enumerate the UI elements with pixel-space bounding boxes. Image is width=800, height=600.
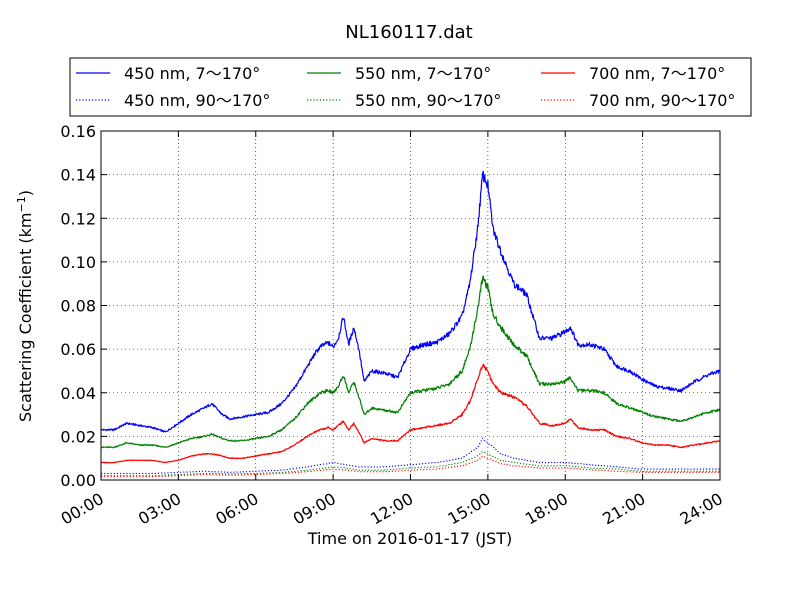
- y-tick-label: 0.12: [60, 209, 96, 228]
- series-layer: [100, 170, 721, 478]
- x-tick-label: 12:00: [367, 489, 416, 529]
- legend-label-2: 700 nm, 7～170°: [589, 64, 725, 83]
- x-tick-label: 03:00: [135, 489, 184, 529]
- y-tick-label: 0.02: [60, 427, 96, 446]
- x-tick-label: 06:00: [212, 489, 261, 529]
- ticks: [100, 130, 721, 481]
- x-tick-label: 18:00: [522, 489, 571, 529]
- series-line-1: [100, 275, 721, 449]
- x-axis-label: Time on 2016-01-17 (JST): [307, 529, 512, 548]
- x-tick-label: 15:00: [444, 489, 493, 529]
- x-tick-label: 09:00: [290, 489, 339, 529]
- series-line-2: [100, 363, 721, 464]
- series-line-3: [100, 437, 721, 475]
- series-line-0: [100, 170, 721, 433]
- y-tick-label: 0.14: [60, 166, 96, 185]
- y-tick-label: 0.10: [60, 253, 96, 272]
- y-tick-labels: 0.00 0.02 0.04 0.06 0.08 0.10 0.12 0.14 0.16: [60, 122, 96, 490]
- y-axis-label: Scattering Coefficient (km−1): [15, 190, 35, 422]
- y-axis-label-main: Scattering Coefficient (km: [16, 212, 35, 422]
- x-tick-label: 24:00: [677, 489, 726, 529]
- y-tick-label: 0.06: [60, 340, 96, 359]
- x-tick-label: 21:00: [599, 489, 648, 529]
- legend-label-0: 450 nm, 7～170°: [124, 64, 260, 83]
- legend: 450 nm, 7～170° 550 nm, 7～170° 700 nm, 7～17…: [69, 57, 752, 117]
- y-tick-label: 0.16: [60, 122, 96, 141]
- y-tick-label: 0.00: [60, 471, 96, 490]
- x-tick-label: 00:00: [58, 489, 107, 529]
- legend-box: [69, 57, 752, 117]
- legend-label-4: 550 nm, 90～170°: [355, 91, 501, 110]
- y-tick-label: 0.08: [60, 297, 96, 316]
- y-axis-label-sup: −1: [15, 196, 28, 212]
- grid: [101, 131, 720, 480]
- y-axis-label-end: ): [16, 190, 35, 196]
- legend-label-1: 550 nm, 7～170°: [355, 64, 491, 83]
- y-tick-label: 0.04: [60, 384, 96, 403]
- legend-label-5: 700 nm, 90～170°: [589, 91, 735, 110]
- legend-label-3: 450 nm, 90～170°: [124, 91, 270, 110]
- x-tick-labels: 00:00 03:00 06:00 09:00 12:00 15:00 18:00 21:00…: [58, 489, 726, 529]
- chart-title: NL160117.dat: [345, 22, 472, 43]
